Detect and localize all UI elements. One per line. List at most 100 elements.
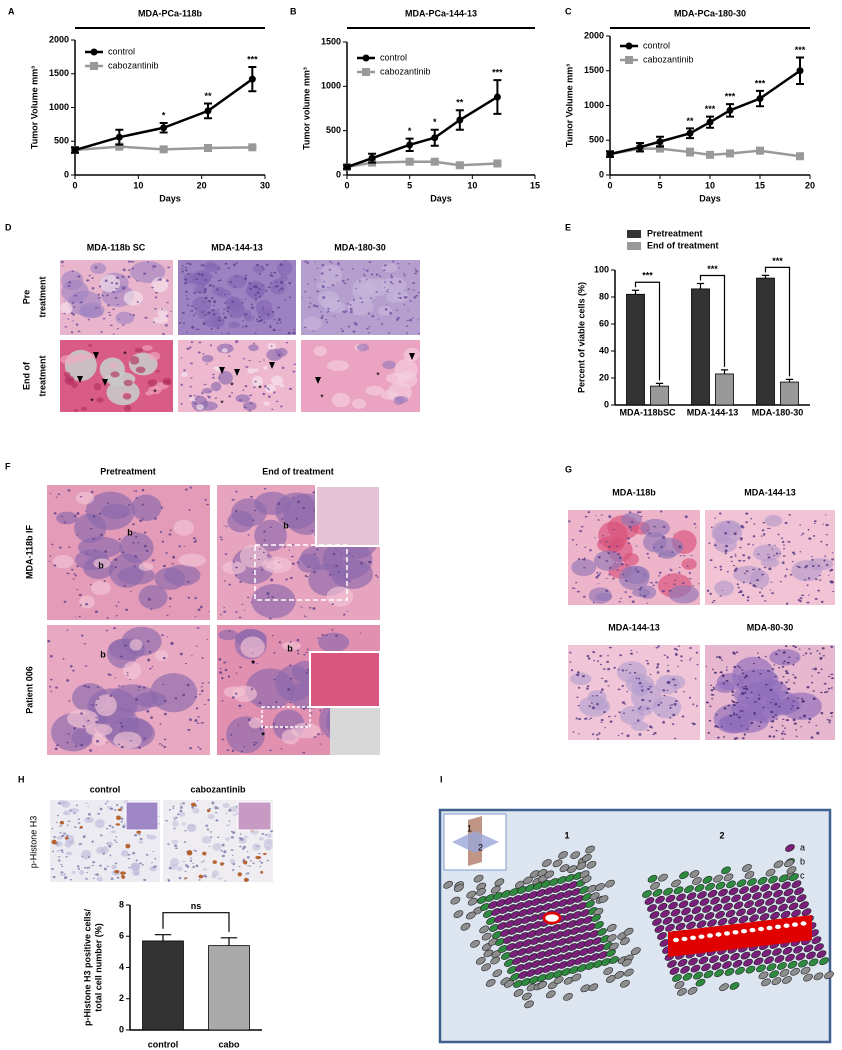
tissue-texture [828, 719, 832, 721]
tissue-texture [652, 547, 656, 549]
tissue-texture [128, 866, 131, 869]
tissue-texture [213, 304, 215, 307]
tissue-texture [761, 595, 764, 597]
tissue-texture [579, 530, 583, 533]
tissue-texture [76, 565, 79, 568]
tissue-texture [343, 282, 347, 285]
inset-label: 1 [467, 823, 472, 833]
tissue-texture [660, 510, 663, 513]
tissue-texture [802, 714, 807, 718]
tissue-texture [182, 802, 185, 804]
tissue-texture [162, 683, 165, 685]
tissue-texture [115, 614, 118, 617]
cell [485, 979, 496, 987]
tissue-texture [246, 596, 250, 599]
tissue-texture [206, 639, 209, 641]
tissue-texture [597, 582, 600, 584]
cell [705, 882, 715, 891]
tissue-texture [277, 318, 281, 321]
marker [656, 144, 664, 153]
marker [115, 133, 123, 141]
tissue-texture [403, 303, 406, 306]
tissue-texture [664, 583, 667, 585]
tissue-texture [221, 738, 225, 741]
tissue-texture [73, 727, 76, 730]
tissue-texture [238, 845, 242, 848]
tissue-texture [207, 396, 211, 399]
marker [115, 142, 124, 151]
tissue-texture [103, 867, 107, 871]
tissue-texture [358, 280, 361, 283]
tissue-texture [417, 291, 420, 294]
tissue-texture [95, 306, 98, 309]
tissue-texture [413, 295, 417, 299]
bar [715, 373, 734, 406]
tissue-texture [261, 266, 264, 268]
tissue-texture [76, 512, 80, 515]
tissue-texture [619, 556, 622, 560]
cell [470, 939, 480, 948]
tissue-texture [377, 318, 380, 320]
tissue-texture [590, 702, 593, 704]
tissue-texture [138, 840, 144, 844]
tissue-texture [277, 306, 280, 309]
tissue-texture [168, 808, 171, 811]
tissue-texture [412, 289, 415, 291]
tissue-texture [678, 645, 681, 647]
tissue-texture [593, 659, 595, 662]
cell [746, 907, 757, 916]
tissue-texture [235, 509, 238, 513]
tissue-texture [244, 406, 247, 409]
tissue-texture [120, 745, 124, 749]
tissue-texture [628, 525, 632, 529]
tissue-texture [764, 684, 768, 686]
tissue-texture [407, 309, 410, 311]
x-tick-label: 15 [755, 180, 765, 190]
tissue-texture [127, 853, 131, 856]
tissue-texture [672, 678, 675, 681]
cell [647, 904, 657, 912]
tissue-texture [235, 566, 238, 569]
tissue-texture [383, 264, 387, 267]
tissue-texture [640, 518, 671, 538]
tissue-texture [608, 646, 613, 649]
column-title: Pretreatment [100, 466, 156, 476]
tissue-texture [313, 345, 327, 357]
cell [559, 864, 570, 873]
tissue-texture [724, 544, 729, 548]
row-title: MDA-118b IF [24, 524, 34, 579]
tissue-texture [221, 854, 225, 858]
legend-label: Pretreatment [647, 228, 703, 238]
tissue-texture [607, 715, 611, 718]
tissue-texture [741, 737, 745, 740]
tissue-texture [135, 366, 146, 374]
tissue-texture [129, 260, 133, 263]
tissue-texture [68, 281, 72, 284]
tissue-texture [313, 509, 316, 512]
tissue-texture [763, 566, 767, 569]
tissue-texture [346, 278, 349, 281]
tissue-texture [135, 859, 138, 862]
tissue-texture [272, 652, 276, 654]
tissue-texture [797, 566, 801, 569]
tissue-texture [263, 366, 268, 370]
tissue-texture [270, 272, 273, 274]
tissue-texture [192, 807, 200, 814]
tissue-texture [571, 587, 575, 589]
tissue-texture [181, 268, 184, 270]
tissue-texture [250, 495, 254, 498]
tissue-texture [269, 526, 272, 529]
tissue-texture [796, 565, 799, 567]
tissue-texture [95, 721, 99, 723]
tissue-texture [327, 307, 330, 310]
tissue-texture [183, 272, 196, 284]
tissue-texture [227, 267, 231, 269]
tissue-texture [732, 700, 736, 704]
tissue-texture [753, 523, 756, 525]
y-tick-label: 500 [589, 135, 604, 145]
tissue-texture [710, 689, 714, 692]
tissue-texture [363, 268, 365, 271]
tissue-texture [97, 296, 101, 299]
tissue-texture [88, 866, 91, 869]
tissue-texture [223, 525, 226, 527]
